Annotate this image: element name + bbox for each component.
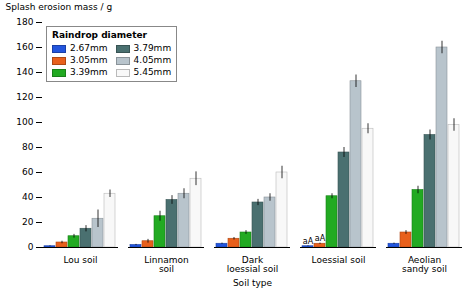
- svg-text:40: 40: [22, 192, 34, 202]
- html-text:3.39mm: 3.39mm: [70, 67, 108, 77]
- svg-text:60: 60: [22, 167, 34, 177]
- html-text:5.45mm: 5.45mm: [133, 67, 172, 77]
- svg-text:100: 100: [16, 117, 33, 127]
- svg-text:Linnamonsoil: Linnamonsoil: [144, 255, 188, 274]
- svg-text:aA: aA: [315, 234, 326, 243]
- html-text:3.05mm: 3.05mm: [70, 55, 108, 65]
- svg-text:20: 20: [22, 217, 34, 227]
- svg-text:180: 180: [16, 17, 33, 27]
- svg-text:120: 120: [16, 92, 33, 102]
- svg-text:Lou soil: Lou soil: [63, 255, 97, 265]
- svg-text:Aeoliansandy soil: Aeoliansandy soil: [402, 255, 447, 274]
- svg-text:Soil type: Soil type: [233, 278, 273, 288]
- html-text:4.05mm: 4.05mm: [133, 55, 172, 65]
- svg-text:Splash erosion mass / g: Splash erosion mass / g: [6, 2, 113, 12]
- svg-text:80: 80: [22, 142, 34, 152]
- svg-text:0: 0: [28, 242, 34, 252]
- html-text:2.67mm: 2.67mm: [70, 43, 108, 53]
- html-text:3.79mm: 3.79mm: [133, 43, 172, 53]
- html-text:Raindrop diameter: Raindrop diameter: [52, 30, 148, 40]
- svg-text:Darkloessial soil: Darkloessial soil: [227, 255, 279, 274]
- svg-text:Loessial soil: Loessial soil: [312, 255, 366, 265]
- svg-text:160: 160: [16, 42, 33, 52]
- svg-text:140: 140: [16, 67, 33, 77]
- svg-text:aA: aA: [303, 237, 314, 246]
